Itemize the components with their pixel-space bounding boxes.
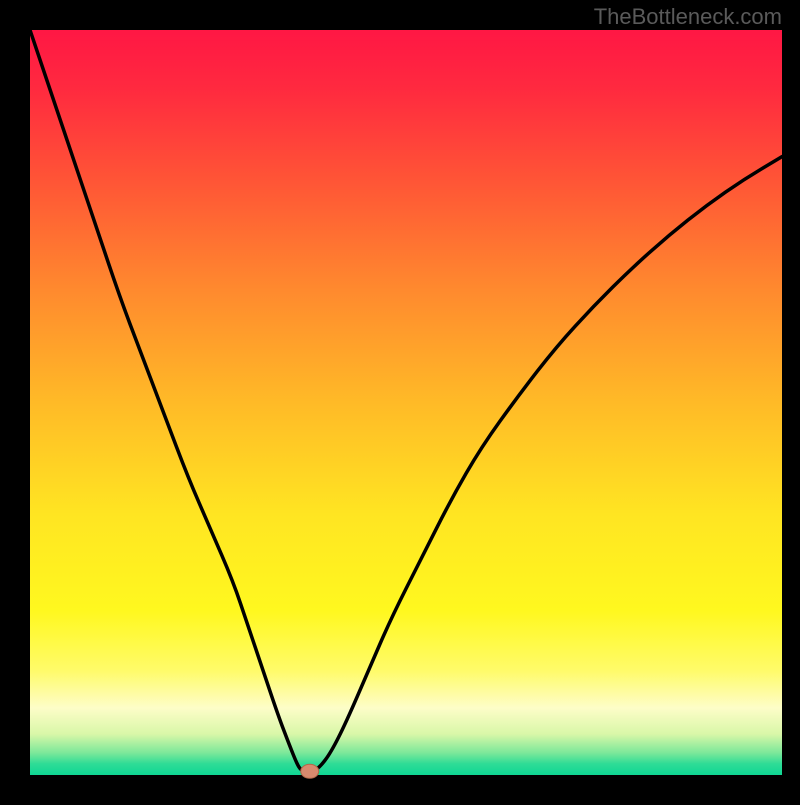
optimal-point-marker [301,764,319,778]
chart-background [30,30,782,775]
watermark-text: TheBottleneck.com [594,4,782,30]
bottleneck-chart [0,0,800,805]
chart-svg [0,0,800,800]
